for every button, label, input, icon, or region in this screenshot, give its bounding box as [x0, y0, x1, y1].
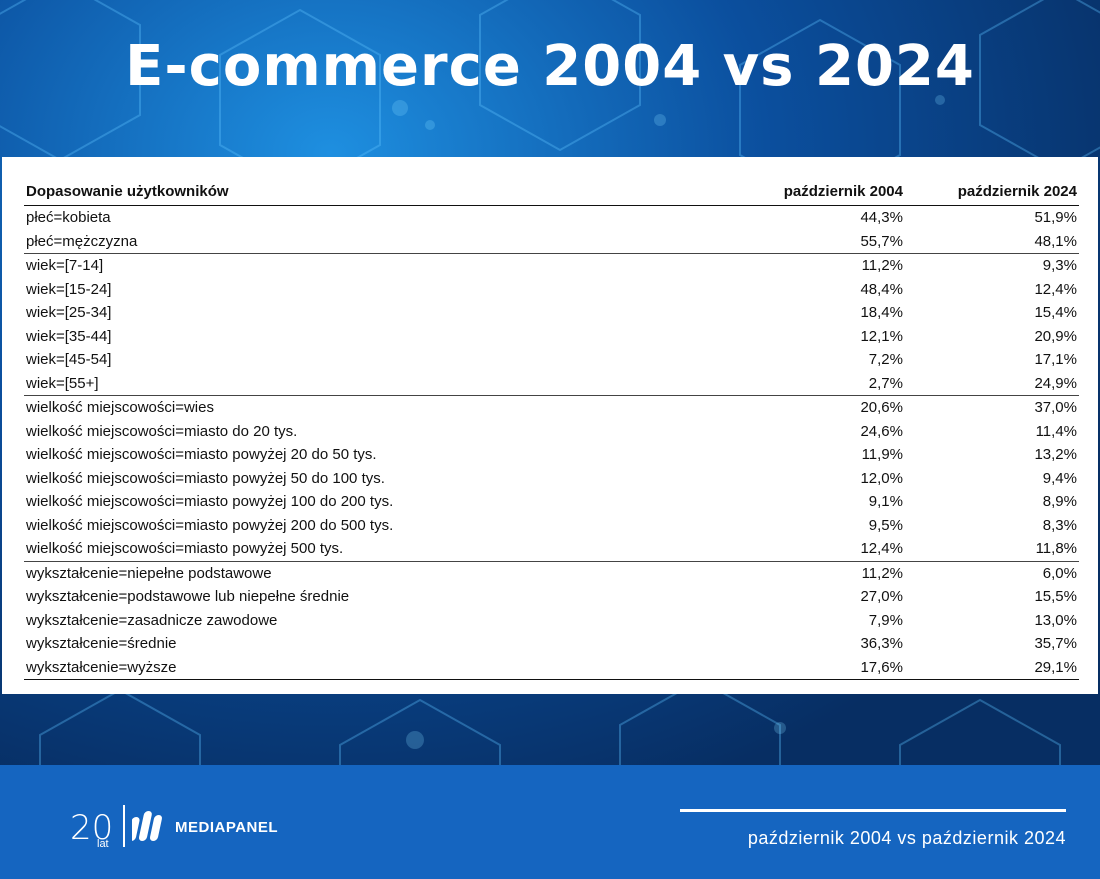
row-label: płeć=mężczyzna: [26, 232, 138, 250]
table-row: wielkość miejscowości=miasto powyżej 50 …: [24, 467, 1079, 491]
value-2024: 48,1%: [1034, 232, 1077, 250]
table-row: wykształcenie=podstawowe lub niepełne śr…: [24, 585, 1079, 609]
data-table: Dopasowanie użytkowników październik 200…: [24, 181, 1079, 680]
value-2004: 11,2%: [731, 560, 905, 585]
value-2004: 7,2%: [868, 351, 903, 369]
value-2004: 12,0%: [860, 469, 903, 487]
row-label: wielkość miejscowości=miasto powyżej 20 …: [26, 446, 377, 464]
value-2024: 11,4%: [1035, 422, 1077, 440]
row-label: wielkość miejscowości=wies: [24, 395, 731, 420]
row-label: wiek=[55+]: [26, 374, 99, 392]
column-header-2004: październik 2004: [731, 181, 905, 206]
value-2024: 24,9%: [1034, 374, 1077, 392]
value-2004: 48,4%: [860, 280, 903, 298]
logo-divider: [123, 805, 125, 847]
value-2024: 15,4%: [1034, 304, 1077, 322]
table-row: płeć=mężczyzna 55,7% 48,1%: [24, 230, 1079, 254]
table-row: wielkość miejscowości=wies 20,6% 37,0%: [24, 395, 1079, 420]
value-2004: 24,6%: [860, 422, 903, 440]
footer: 20 lat MEDIAPANEL październik 2004 vs pa…: [0, 765, 1100, 879]
data-table-panel: Dopasowanie użytkowników październik 200…: [2, 157, 1098, 694]
row-label: wykształcenie=średnie: [26, 635, 177, 653]
row-label: wielkość miejscowości=miasto do 20 tys.: [26, 422, 298, 440]
table-row: wykształcenie=średnie 36,3% 35,7%: [24, 632, 1079, 656]
value-2004: 9,5%: [868, 516, 903, 534]
value-2024: 35,7%: [1034, 635, 1077, 653]
footer-subtitle: październik 2004 vs październik 2024: [747, 828, 1066, 848]
table-row: wielkość miejscowości=miasto powyżej 500…: [24, 537, 1079, 561]
table-row: wielkość miejscowości=miasto powyżej 20 …: [24, 443, 1079, 467]
anniversary-number: 20: [70, 808, 114, 848]
row-label: wykształcenie=zasadnicze zawodowe: [26, 611, 278, 629]
column-header-label: Dopasowanie użytkowników: [24, 181, 731, 206]
value-2024: 8,9%: [1042, 493, 1077, 511]
value-2004: 12,1%: [860, 327, 903, 345]
value-2024: 13,0%: [1034, 611, 1077, 629]
brand-name: MEDIAPANEL: [175, 819, 279, 836]
table-row: wiek=[35-44] 12,1% 20,9%: [24, 325, 1079, 349]
value-2004: 36,3%: [860, 635, 903, 653]
value-2024: 11,8%: [1035, 540, 1077, 558]
table-row: wykształcenie=niepełne podstawowe 11,2% 6,…: [24, 560, 1079, 585]
table-row: wiek=[7-14] 11,2% 9,3%: [24, 253, 1079, 278]
value-2024: 37,0%: [905, 395, 1079, 420]
row-label: wiek=[15-24]: [26, 280, 112, 298]
value-2004: 44,3%: [860, 209, 903, 227]
value-2004: 12,4%: [860, 540, 903, 558]
anniversary-label: lat: [97, 838, 109, 850]
row-label: wielkość miejscowości=miasto powyżej 100…: [26, 493, 394, 511]
table-row: płeć=kobieta 44,3% 51,9%: [24, 206, 1079, 230]
value-2024: 12,4%: [1034, 280, 1077, 298]
value-2004: 55,7%: [860, 232, 903, 250]
hexagon-pattern: [0, 0, 1100, 765]
page-title: E-commerce 2004 vs 2024: [125, 34, 975, 99]
table-body: płeć=kobieta 44,3% 51,9% płeć=mężczyzna 55,7…: [24, 206, 1079, 680]
value-2004: 2,7%: [868, 374, 903, 392]
value-2024: 9,4%: [1042, 469, 1077, 487]
table-row: wielkość miejscowości=miasto powyżej 200…: [24, 514, 1079, 538]
value-2024: 29,1%: [905, 655, 1079, 680]
table-row: wielkość miejscowości=miasto do 20 tys. 2…: [24, 420, 1079, 444]
value-2024: 9,3%: [905, 253, 1079, 278]
row-label: wykształcenie=wyższe: [24, 655, 731, 680]
table-header-row: Dopasowanie użytkowników październik 200…: [24, 181, 1079, 206]
row-label: wielkość miejscowości=miasto powyżej 200…: [26, 516, 394, 534]
row-label: płeć=kobieta: [26, 209, 111, 227]
row-label: wiek=[25-34]: [26, 304, 112, 322]
row-label: wykształcenie=podstawowe lub niepełne śr…: [26, 588, 350, 606]
row-label: wiek=[35-44]: [26, 327, 112, 345]
table-row: wykształcenie=zasadnicze zawodowe 7,9% 13,…: [24, 609, 1079, 633]
value-2024: 8,3%: [1042, 516, 1077, 534]
value-2004: 11,2%: [731, 253, 905, 278]
value-2004: 9,1%: [868, 493, 903, 511]
value-2024: 20,9%: [1034, 327, 1077, 345]
value-2024: 13,2%: [1034, 446, 1077, 464]
value-2024: 6,0%: [905, 560, 1079, 585]
value-2024: 15,5%: [1034, 588, 1077, 606]
value-2004: 27,0%: [860, 588, 903, 606]
footer-divider-line: [680, 809, 1066, 812]
row-label: wielkość miejscowości=miasto powyżej 50 …: [26, 469, 385, 487]
row-label: wiek=[7-14]: [24, 253, 731, 278]
value-2024: 17,1%: [1034, 351, 1077, 369]
table-row: wiek=[45-54] 7,2% 17,1%: [24, 348, 1079, 372]
table-row: wiek=[55+] 2,7% 24,9%: [24, 372, 1079, 396]
table-row: wiek=[15-24] 48,4% 12,4%: [24, 278, 1079, 302]
value-2004: 17,6%: [731, 655, 905, 680]
row-label: wykształcenie=niepełne podstawowe: [24, 560, 731, 585]
table-row: wiek=[25-34] 18,4% 15,4%: [24, 301, 1079, 325]
row-label: wielkość miejscowości=miasto powyżej 500…: [26, 540, 344, 558]
table-row: wielkość miejscowości=miasto powyżej 100…: [24, 490, 1079, 514]
value-2024: 51,9%: [1034, 209, 1077, 227]
value-2004: 18,4%: [860, 304, 903, 322]
value-2004: 7,9%: [868, 611, 903, 629]
table-row: wykształcenie=wyższe 17,6% 29,1%: [24, 655, 1079, 680]
mediapanel-logo-icon: [132, 811, 162, 841]
column-header-2024: październik 2024: [905, 181, 1079, 206]
value-2004: 11,9%: [861, 446, 903, 464]
value-2004: 20,6%: [731, 395, 905, 420]
row-label: wiek=[45-54]: [26, 351, 112, 369]
